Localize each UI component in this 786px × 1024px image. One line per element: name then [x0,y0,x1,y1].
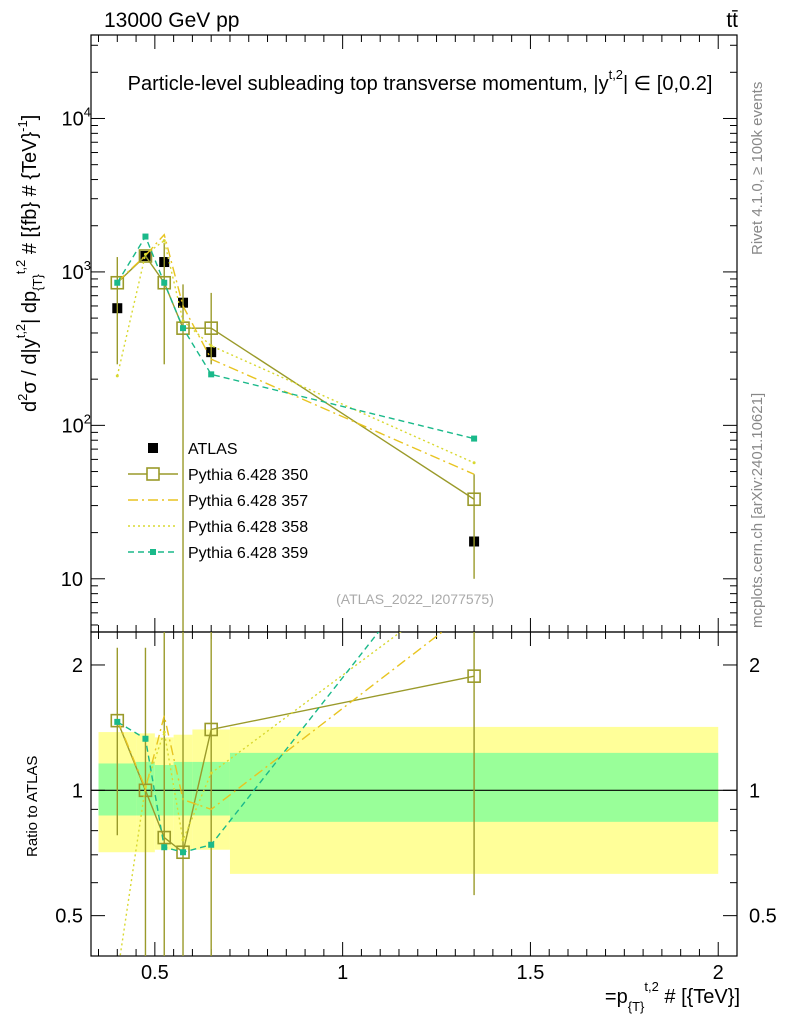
main-series-pythia-6-428-357 [116,233,475,475]
main-series-line [116,235,475,440]
ratio-series-pythia-6-428-358 [119,632,402,956]
ratio-plot-frame [90,631,738,957]
ratio-data-point [204,722,218,737]
legend-label: Pythia 6.428 357 [188,493,308,510]
ratio-y-tick-label-right: 0.5 [749,906,777,928]
ratio-data-point [143,785,147,789]
legend-label: Pythia 6.428 359 [188,545,308,562]
process-label: tt̄ [726,9,738,32]
ratio-data-point [142,735,149,742]
mcplots-reference-label: mcplots.cern.ch [arXiv:2401.10621] [749,393,766,628]
ratio-data-point [467,669,481,683]
main-series-pythia-6-428-358 [115,239,476,465]
main-data-point [467,492,481,507]
main-series-pythia-6-428-359 [114,233,478,442]
ratio-error-bars-350 [116,632,475,956]
main-data-point [142,233,149,240]
ratio-data-point [208,841,215,848]
main-data-point [162,239,166,243]
main-y-tick-label: 10 [61,569,83,591]
main-data-point [143,252,147,256]
ratio-data-point [157,830,172,845]
legend-entry: Pythia 6.428 359 [128,545,308,562]
x-axis-label: =p{T}t,2 # [{TeV}] [605,979,740,1014]
ratio-y-tick-label-left: 1 [72,780,83,802]
main-data-point [110,275,125,290]
main-data-point [138,249,153,263]
legend-label: ATLAS [188,441,238,458]
main-data-point [204,321,218,335]
main-data-point [115,374,119,378]
main-data-point [472,461,476,465]
main-data-point [157,275,172,290]
main-series-line [116,233,475,475]
legend-marker [148,443,158,453]
x-tick-label: 1 [337,962,348,984]
main-data-point [114,279,121,286]
ratio-data-point [114,718,121,725]
main-data-point [180,325,187,332]
main-series-pythia-6-428-350 [110,242,481,632]
main-y-tick-label: 104 [62,104,91,130]
legend: ATLAS Pythia 6.428 350 Pythia 6.428 357 Pyt… [128,441,308,562]
ratio-data-point [161,844,168,851]
main-data-point [209,344,213,348]
legend-label: Pythia 6.428 358 [188,519,308,536]
legend-entry: Pythia 6.428 358 [128,519,308,536]
ratio-data-point [209,771,213,775]
main-data-point [471,435,478,442]
legend-marker [150,549,156,555]
main-data-point [161,279,168,286]
legend-entry: Pythia 6.428 350 [128,467,308,484]
main-title: Particle-level subleading top transverse… [128,67,713,95]
ratio-data-point [181,838,185,842]
main-data-point [208,371,215,378]
x-tick-label: 1.5 [517,962,545,984]
rivet-version-label: Rivet 4.1.0, ≥ 100k events [749,82,766,255]
main-series-line [116,239,475,464]
main-series-line [116,254,475,500]
main-y-tick-label: 102 [62,411,91,437]
ratio-data-point [176,845,190,860]
ratio-data-point [138,783,153,798]
legend-entry: Pythia 6.428 357 [128,493,308,510]
ratio-plot-panel: 0.5 0.5 1 1 2 2 0.5 1 1.5 2 [55,631,777,984]
ratio-y-tick-label-right: 1 [749,780,760,802]
energy-label: 13000 GeV pp [104,9,239,32]
ratio-series-pythia-6-428-359 [114,632,380,856]
legend-label: Pythia 6.428 350 [188,467,308,484]
ratio-series-pythia-6-428-357 [116,632,444,811]
main-plot-panel: 10 102 103 104 Particle-level subleading to… [61,34,738,633]
main-ylabel: d2σ / d|yt,2| dp{T}t,2 # [{fb} # {TeV}-1… [13,115,45,412]
ratio-ylabel: Ratio to ATLAS [24,756,41,857]
x-tick-label: 2 [713,962,724,984]
ratio-y-tick-label-left: 2 [72,655,83,677]
main-y-tick-label: 103 [62,258,91,284]
legend-entry: ATLAS [148,441,238,458]
analysis-watermark: (ATLAS_2022_I2077575) [336,591,494,607]
ratio-y-tick-label-right: 2 [749,655,760,677]
main-data-point [181,319,185,323]
ratio-series-line [116,632,444,811]
legend-marker [146,467,160,481]
ratio-data-point [180,849,187,856]
ratio-series-line [116,632,380,853]
ratio-data-point [110,713,125,728]
x-tick-label: 0.5 [141,962,169,984]
ratio-data-point [162,730,166,734]
ratio-y-tick-label-left: 0.5 [55,906,83,928]
